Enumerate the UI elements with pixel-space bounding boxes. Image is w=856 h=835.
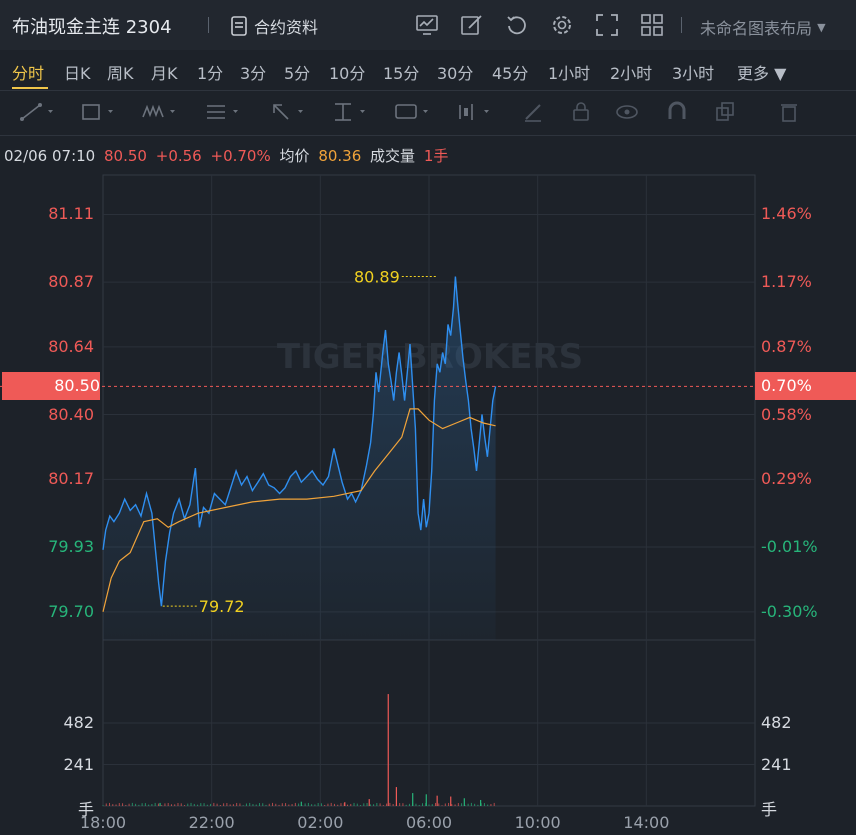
settings-icon[interactable] [549,12,575,38]
pattern-tool-icon[interactable] [454,99,490,125]
price-area-fill [103,276,496,640]
title-divider [208,17,209,33]
tab-12[interactable]: 2小时 [610,64,653,83]
tab-4[interactable]: 1分 [197,64,224,83]
text-tool-icon[interactable] [393,99,429,125]
copy-icon[interactable] [712,99,748,125]
volume-tick-right: 482 [761,713,792,732]
wave-tool-icon[interactable] [140,99,176,125]
time-tick: 06:00 [405,813,453,832]
pct-tick-right: 1.46% [761,204,812,224]
tab-11[interactable]: 1小时 [548,64,591,83]
chevron-down-icon: ▼ [817,21,826,34]
quote-change-pct: +0.70% [210,147,271,165]
active-tab-indicator [12,87,48,89]
current-pct-tag: 0.70% [755,372,856,401]
tab-14[interactable]: 更多 ▼ [737,64,787,83]
pct-tick-right: -0.01% [761,537,818,556]
pct-tick-right: 0.58% [761,404,812,424]
grid-icon[interactable] [639,12,665,38]
drawing-toolbar [0,91,856,136]
instrument-title: 布油现金主连 2304 [12,17,172,38]
edit-icon[interactable] [459,12,485,38]
min-price-label: 79.72 [199,597,245,616]
pct-tick-right: -0.30% [761,601,818,621]
pct-tick-right: 0.29% [761,469,812,489]
volume-tick-right: 241 [761,754,792,774]
document-icon [231,16,247,36]
time-tick: 02:00 [297,813,344,832]
volume-unit-left: 手 [78,800,95,819]
volume-tick-left: 241 [63,754,94,774]
avg-price-line [102,408,496,612]
price-tick-left: 81.11 [48,204,94,224]
pct-tick-right: 1.17% [761,272,812,292]
tab-6[interactable]: 5分 [284,64,311,83]
lock-icon[interactable] [568,99,604,125]
price-tick-left: 79.93 [48,537,94,556]
time-tick: 18:00 [79,813,127,832]
watermark: TIGER BROKERS [277,337,583,377]
tab-3[interactable]: 月K [151,64,178,83]
layout-divider [681,17,682,33]
rectangle-tool-icon[interactable] [78,99,114,125]
tab-13[interactable]: 3小时 [672,64,715,83]
price-tick-left: 79.70 [48,601,94,621]
tab-0[interactable]: 分时 [12,64,45,83]
layout-label: 未命名图表布局 [700,19,813,38]
period-tabs: 分时 日K 周K 月K 1分 3分 5分 10分 15分 30分 45分 1小时 2小时 3小时 更多 ▼ [0,50,856,91]
quote-change: +0.56 [155,147,202,165]
arrow-tool-icon[interactable] [268,99,304,125]
tab-9[interactable]: 30分 [437,64,474,83]
top-bar: 布油现金主连 2304 合约资料 未命名图表 [0,0,856,51]
volume-label: 成交量 [370,147,416,165]
brush-icon[interactable] [520,99,556,125]
trash-icon[interactable] [776,99,812,125]
measure-tool-icon[interactable] [330,99,366,125]
time-tick: 22:00 [188,813,235,832]
tab-7[interactable]: 10分 [329,64,366,83]
refresh-icon[interactable] [504,12,530,38]
volume-unit-right: 手 [761,800,778,819]
time-tick: 10:00 [514,813,561,832]
tab-8[interactable]: 15分 [383,64,420,83]
chart-grid [102,174,756,807]
volume-bars [102,694,495,806]
tab-5[interactable]: 3分 [240,64,267,83]
contract-info-button[interactable]: 合约资料 [230,14,318,38]
quote-datetime: 02/06 07:10 [4,147,96,165]
tab-2[interactable]: 周K [107,64,134,83]
line-tool-icon[interactable] [18,99,54,125]
avg-price-value: 80.36 [318,147,362,165]
max-price-label: 80.89 [354,267,400,286]
price-tick-left: 80.17 [48,469,94,489]
time-tick: 14:00 [623,813,670,832]
avg-price-label: 均价 [279,147,310,165]
magnet-icon[interactable] [664,99,700,125]
quote-info-line: 02/06 07:10 80.50 +0.56 +0.70% 均价 80.36 … [4,145,452,166]
volume-value: 1手 [423,147,449,165]
fullscreen-icon[interactable] [594,12,620,38]
layout-selector[interactable]: 未命名图表布局 ▼ [700,15,826,39]
price-line [102,276,497,607]
quote-price: 80.50 [104,147,147,165]
pct-tick-right: 0.87% [761,336,812,356]
price-tick-left: 80.40 [48,404,94,424]
chart-icon[interactable] [414,12,440,38]
current-price-tag: 80.50 [2,372,100,401]
tab-10[interactable]: 45分 [492,64,529,83]
volume-tick-left: 482 [63,713,94,732]
contract-info-label: 合约资料 [254,18,319,37]
price-tick-left: 80.64 [48,336,94,356]
tab-1[interactable]: 日K [64,64,91,83]
eye-icon[interactable] [614,99,650,125]
fib-tool-icon[interactable] [203,99,239,125]
price-tick-left: 80.87 [48,272,94,292]
